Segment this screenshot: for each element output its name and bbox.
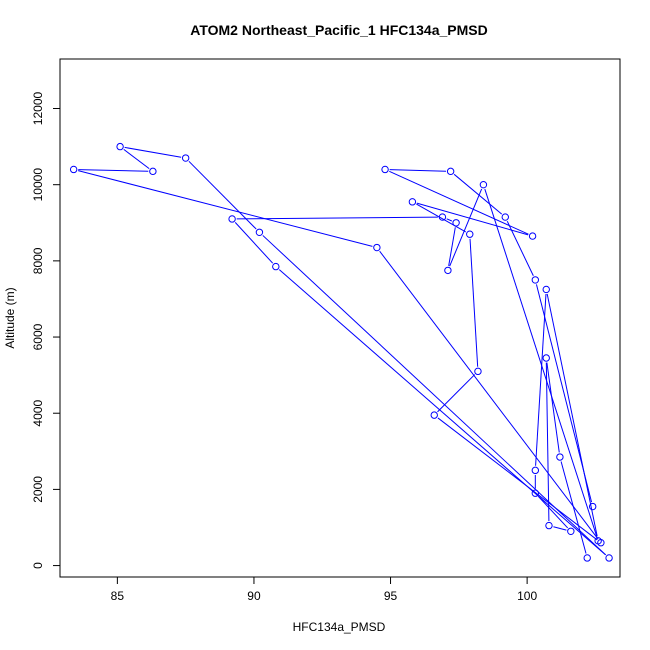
series-segment — [236, 216, 438, 220]
x-tick-label: 85 — [111, 589, 125, 603]
data-point — [567, 527, 575, 535]
data-point — [444, 266, 452, 275]
series-segment — [379, 250, 599, 540]
series-segment — [437, 374, 476, 413]
data-point — [228, 215, 236, 223]
series-segment — [546, 293, 598, 537]
data-point — [181, 154, 190, 162]
series-segment — [553, 526, 567, 531]
data-point — [373, 243, 381, 252]
series-segment — [124, 146, 182, 158]
data-point — [474, 367, 482, 376]
data-point — [545, 521, 553, 530]
y-tick-label: 4000 — [31, 400, 45, 427]
data-point — [116, 142, 124, 151]
x-tick-label: 95 — [384, 589, 398, 603]
series-segment — [278, 269, 606, 556]
series-segment — [416, 202, 529, 236]
y-tick-label: 2000 — [31, 476, 45, 503]
x-tick-label: 100 — [517, 589, 537, 603]
data-point — [69, 165, 78, 174]
chart-title: ATOM2 Northeast_Pacific_1 HFC134a_PMSD — [190, 22, 487, 38]
series-segment — [448, 227, 456, 266]
data-point — [542, 285, 550, 294]
y-tick-label: 12000 — [31, 92, 45, 126]
series-layer — [69, 142, 613, 562]
y-tick-label: 8000 — [31, 247, 45, 274]
series-segment — [453, 173, 503, 215]
data-point — [446, 167, 455, 176]
series-segment — [234, 222, 274, 264]
series-segment — [506, 221, 534, 276]
data-point — [588, 502, 597, 511]
data-point — [381, 165, 389, 174]
plot-frame — [59, 58, 621, 578]
y-axis-label: Altitude (m) — [3, 287, 17, 348]
data-point — [408, 198, 417, 206]
series-segment — [389, 170, 529, 235]
data-point — [531, 276, 540, 284]
data-point — [605, 554, 613, 562]
data-point — [466, 230, 474, 238]
series-segment — [188, 160, 257, 230]
series-segment — [538, 496, 569, 529]
x-axis: 85 90 95 100 — [111, 576, 537, 603]
series-segment — [78, 169, 149, 172]
series-segment — [389, 169, 447, 172]
series-segment — [546, 362, 560, 453]
series-segment — [535, 293, 547, 466]
data-point — [438, 213, 447, 221]
data-point — [430, 411, 438, 419]
data-point — [597, 539, 605, 547]
y-tick-label: 10000 — [31, 168, 45, 202]
series-segment — [469, 238, 479, 367]
series-segment — [416, 203, 466, 233]
data-point — [272, 262, 280, 271]
data-point — [255, 228, 264, 237]
series-segment — [545, 362, 550, 521]
series-segment — [535, 284, 593, 503]
y-tick-label: 6000 — [31, 323, 45, 350]
data-point — [531, 466, 540, 475]
series-segment — [484, 188, 598, 537]
data-point — [542, 354, 550, 362]
data-point — [531, 489, 540, 497]
data-point — [556, 453, 564, 461]
data-point — [149, 167, 157, 176]
series-segment — [449, 188, 483, 267]
data-point — [452, 219, 460, 227]
series-segment — [77, 170, 373, 247]
y-tick-label: 0 — [31, 562, 45, 569]
data-point — [583, 554, 591, 562]
x-tick-label: 90 — [247, 589, 261, 603]
data-point — [479, 180, 488, 189]
data-point — [528, 232, 537, 240]
series-segment — [446, 218, 453, 222]
series-segment — [262, 235, 607, 556]
y-axis: 0 2000 4000 6000 8000 10000 12000 — [31, 92, 61, 569]
series-segment — [123, 148, 150, 169]
x-axis-label: HFC134a_PMSD — [293, 620, 386, 634]
data-point — [501, 213, 509, 221]
series-segment — [437, 417, 598, 541]
